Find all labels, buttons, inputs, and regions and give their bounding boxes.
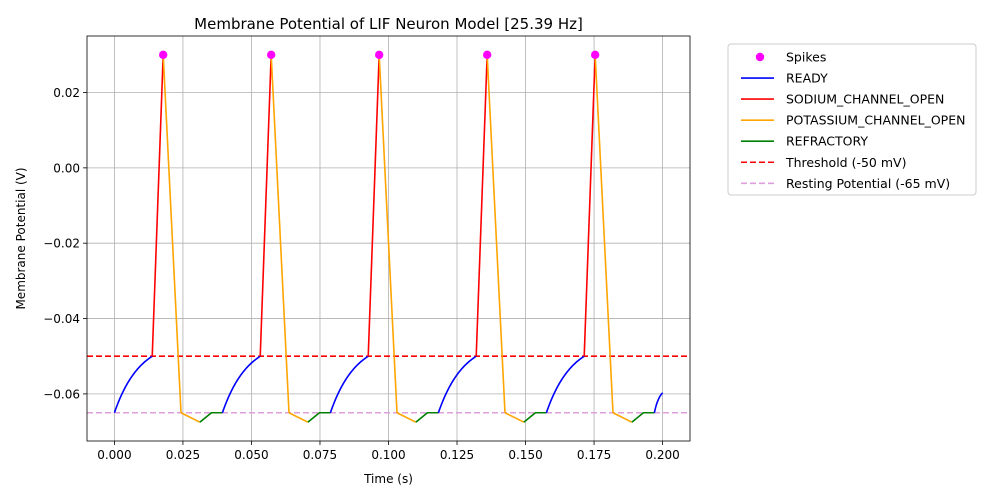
x-tick-label: 0.075 <box>303 448 337 462</box>
chart-title: Membrane Potential of LIF Neuron Model [… <box>194 15 583 33</box>
refractory-segment <box>307 411 331 423</box>
ready-segment <box>653 392 664 413</box>
potassium-channel-segment <box>504 412 525 423</box>
series-lines <box>113 54 664 423</box>
sodium-channel-segment <box>367 54 380 357</box>
legend-swatch <box>755 52 765 62</box>
y-tick-label: −0.04 <box>43 312 80 326</box>
ready-segment <box>545 355 585 414</box>
x-tick-label: 0.175 <box>577 448 611 462</box>
x-ticks: 0.000 0.025 0.050 0.075 0.100 0.125 0.150 0.175… <box>97 441 680 462</box>
y-axis-title: Membrane Potential (V) <box>14 167 28 309</box>
legend-label: REFRACTORY <box>786 134 868 149</box>
spike-marker <box>482 50 492 60</box>
reference-lines <box>87 355 690 414</box>
sodium-channel-segment <box>475 54 488 357</box>
x-tick-label: 0.150 <box>508 448 542 462</box>
y-tick-label: 0.00 <box>53 161 80 175</box>
y-ticks: −0.06 −0.04 −0.02 0.00 0.02 <box>43 86 87 401</box>
potassium-channel-segment <box>162 54 182 413</box>
legend-label: READY <box>786 71 828 86</box>
legend-label: SODIUM_CHANNEL_OPEN <box>786 92 944 107</box>
x-tick-label: 0.125 <box>440 448 474 462</box>
x-axis-title: Time (s) <box>363 472 413 486</box>
potassium-channel-segment <box>180 412 201 423</box>
legend: Spikes READY SODIUM_CHANNEL_OPEN POTASSIUM_… <box>727 43 977 196</box>
refractory-segment <box>523 411 547 423</box>
x-tick-label: 0.050 <box>234 448 268 462</box>
potassium-channel-segment <box>270 54 290 413</box>
spike-marker <box>590 50 600 60</box>
y-tick-label: −0.02 <box>43 237 80 251</box>
potassium-channel-segment <box>594 54 614 413</box>
legend-label: POTASSIUM_CHANNEL_OPEN <box>786 113 965 128</box>
ready-segment <box>329 355 369 414</box>
spike-marker <box>266 50 276 60</box>
potassium-channel-segment <box>288 412 309 423</box>
x-tick-label: 0.100 <box>371 448 405 462</box>
x-tick-label: 0.025 <box>166 448 200 462</box>
sodium-channel-segment <box>583 54 596 357</box>
sodium-channel-segment <box>151 54 164 357</box>
sodium-channel-segment <box>259 54 272 357</box>
y-tick-label: −0.06 <box>43 387 80 401</box>
ready-segment <box>437 355 477 414</box>
spike-marker <box>374 50 384 60</box>
spike-marker <box>158 50 168 60</box>
refractory-segment <box>631 411 655 423</box>
x-tick-label: 0.000 <box>97 448 131 462</box>
spike-markers <box>158 50 600 60</box>
refractory-segment <box>199 411 223 423</box>
legend-label: Threshold (-50 mV) <box>785 155 906 170</box>
potassium-channel-segment <box>612 412 633 423</box>
ready-segment <box>221 355 261 414</box>
potassium-channel-segment <box>378 54 398 413</box>
ready-segment <box>113 355 153 414</box>
potassium-channel-segment <box>486 54 506 413</box>
legend-frame <box>727 43 977 196</box>
y-tick-label: 0.02 <box>53 86 80 100</box>
potassium-channel-segment <box>396 412 417 423</box>
refractory-segment <box>415 411 439 423</box>
legend-label: Resting Potential (-65 mV) <box>786 176 950 191</box>
legend-label: Spikes <box>786 50 826 65</box>
x-tick-label: 0.200 <box>645 448 679 462</box>
